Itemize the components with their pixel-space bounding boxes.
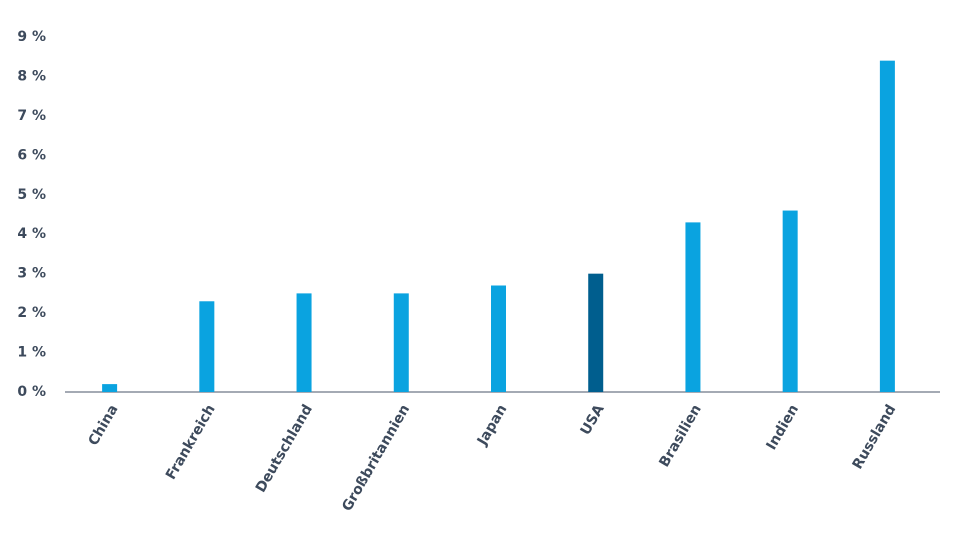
bar: [782, 210, 798, 392]
y-tick-label: 2 %: [17, 305, 46, 321]
x-tick-label: Deutschland: [253, 402, 316, 495]
x-tick-label: Russland: [850, 402, 900, 472]
y-tick-label: 8 %: [17, 68, 46, 84]
x-tick-label: Großbritannien: [339, 402, 413, 514]
x-tick-label: Brasilien: [656, 402, 704, 470]
x-tick-label: Frankreich: [163, 402, 219, 483]
bar: [102, 384, 118, 392]
y-tick-label: 6 %: [17, 147, 46, 163]
x-tick-label: China: [85, 402, 121, 449]
y-tick-label: 0 %: [17, 384, 46, 400]
bar: [491, 285, 506, 392]
y-tick-label: 7 %: [17, 108, 46, 124]
bar: [393, 293, 409, 392]
bar: [296, 293, 312, 392]
y-tick-label: 4 %: [17, 226, 46, 242]
y-tick-label: 3 %: [17, 266, 46, 282]
x-tick-label: Japan: [474, 402, 510, 449]
bar: [199, 301, 215, 392]
y-tick-label: 1 %: [17, 345, 46, 361]
y-tick-label: 9 %: [17, 29, 46, 45]
bar: [685, 222, 701, 392]
bar: [588, 273, 604, 392]
x-tick-label: Indien: [764, 402, 803, 453]
x-tick-label: USA: [578, 402, 608, 438]
y-tick-label: 5 %: [17, 187, 46, 203]
bar: [879, 60, 895, 393]
